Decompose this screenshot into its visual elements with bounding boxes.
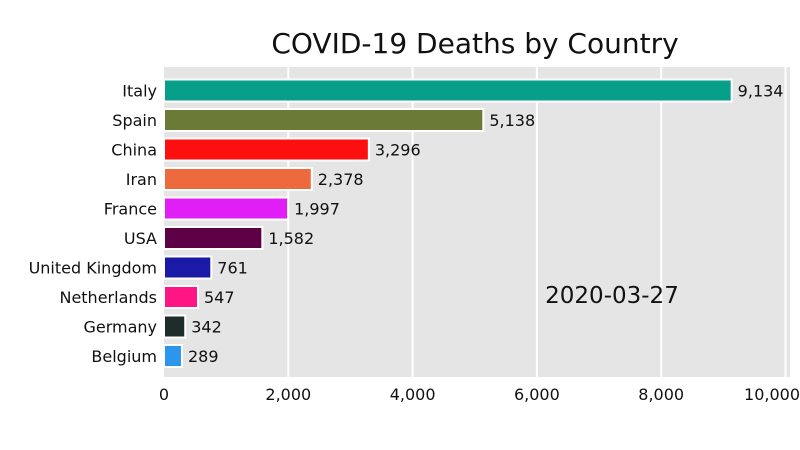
x-tick-label: 0 [159, 385, 169, 404]
category-label: United Kingdom [29, 259, 157, 278]
bar [163, 285, 199, 309]
category-labels: Italy Spain China Iran France USA United Kingd… [29, 82, 157, 367]
bar [163, 226, 264, 250]
bar [163, 78, 733, 103]
x-axis-ticks: 0 2,000 4,000 6,000 8,000 10,000 [159, 385, 800, 404]
value-label: 5,138 [489, 111, 535, 130]
bar [163, 255, 213, 280]
value-label: 761 [217, 259, 248, 278]
bar [163, 137, 370, 162]
category-label: Netherlands [59, 288, 157, 307]
value-label: 289 [188, 347, 219, 366]
value-labels: 9,134 5,138 3,296 2,378 1,997 1,582 761 547 342 2… [188, 82, 784, 367]
value-label: 1,997 [294, 200, 340, 219]
value-label: 2,378 [318, 170, 364, 189]
category-label: Iran [126, 170, 157, 189]
category-label: Belgium [91, 347, 157, 366]
bar [163, 344, 183, 368]
value-label: 342 [191, 318, 222, 337]
chart-title: COVID-19 Deaths by Country [271, 27, 678, 60]
x-tick-label: 8,000 [638, 385, 684, 404]
x-tick-label: 4,000 [390, 385, 436, 404]
bar [163, 196, 290, 221]
value-label: 1,582 [268, 229, 314, 248]
bar [163, 314, 187, 339]
category-label: Germany [83, 318, 157, 337]
x-tick-label: 6,000 [514, 385, 560, 404]
x-tick-label: 10,000 [744, 385, 800, 404]
category-label: USA [124, 229, 157, 248]
date-annotation: 2020-03-27 [545, 283, 679, 309]
value-label: 3,296 [375, 141, 421, 160]
value-label: 547 [204, 288, 235, 307]
category-label: France [104, 200, 157, 219]
bars [163, 78, 733, 368]
category-label: Italy [122, 82, 157, 101]
x-tick-label: 2,000 [265, 385, 311, 404]
value-label: 9,134 [738, 82, 784, 101]
category-label: China [111, 141, 157, 160]
bar [163, 108, 485, 132]
category-label: Spain [112, 111, 157, 130]
bar [163, 167, 313, 191]
